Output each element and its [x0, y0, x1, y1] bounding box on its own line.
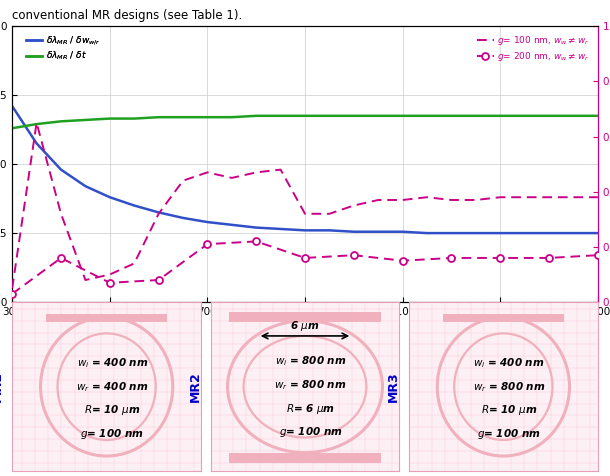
Text: $w_r$ = 400 nm: $w_r$ = 400 nm: [76, 380, 149, 394]
Text: $w_i$ = 800 nm: $w_i$ = 800 nm: [275, 355, 346, 368]
Text: $g$= 100 nm: $g$= 100 nm: [279, 426, 343, 439]
X-axis label: MR Waveguide Width ($w_r$) (nm): MR Waveguide Width ($w_r$) (nm): [217, 320, 393, 334]
Legend: $g$= 100 nm, $w_w$$\neq$$w_r$, $g$= 200 nm, $w_w$$\neq$$w_r$: $g$= 100 nm, $w_w$$\neq$$w_r$, $g$= 200 …: [474, 30, 594, 67]
Text: $R$= 6 $\mu$m: $R$= 6 $\mu$m: [286, 402, 336, 416]
Text: MR2: MR2: [189, 371, 202, 402]
Text: $w_i$ = 400 nm: $w_i$ = 400 nm: [473, 356, 545, 370]
Text: $R$= 10 $\mu$m: $R$= 10 $\mu$m: [84, 403, 140, 417]
Text: $w_r$ = 800 nm: $w_r$ = 800 nm: [274, 378, 347, 392]
Text: MR1: MR1: [0, 371, 4, 402]
Text: conventional MR designs (see Table 1).: conventional MR designs (see Table 1).: [12, 9, 242, 22]
Text: 6 $\mu$m: 6 $\mu$m: [290, 319, 320, 333]
Text: $g$= 100 nm: $g$= 100 nm: [81, 427, 144, 441]
Legend: $\delta\lambda_{MR}$ / $\delta w_{w/r}$, $\delta\lambda_{MR}$ / $\delta t$: $\delta\lambda_{MR}$ / $\delta w_{w/r}$,…: [23, 30, 104, 66]
Text: MR3: MR3: [387, 371, 400, 402]
Text: $R$= 10 $\mu$m: $R$= 10 $\mu$m: [481, 403, 537, 417]
Text: $w_i$ = 400 nm: $w_i$ = 400 nm: [76, 356, 148, 370]
Text: $g$= 100 nm: $g$= 100 nm: [477, 427, 541, 441]
Text: $w_r$ = 800 nm: $w_r$ = 800 nm: [473, 380, 545, 394]
Bar: [229, 453, 381, 463]
Bar: [46, 314, 167, 322]
Bar: [229, 312, 381, 322]
Bar: [443, 314, 564, 322]
